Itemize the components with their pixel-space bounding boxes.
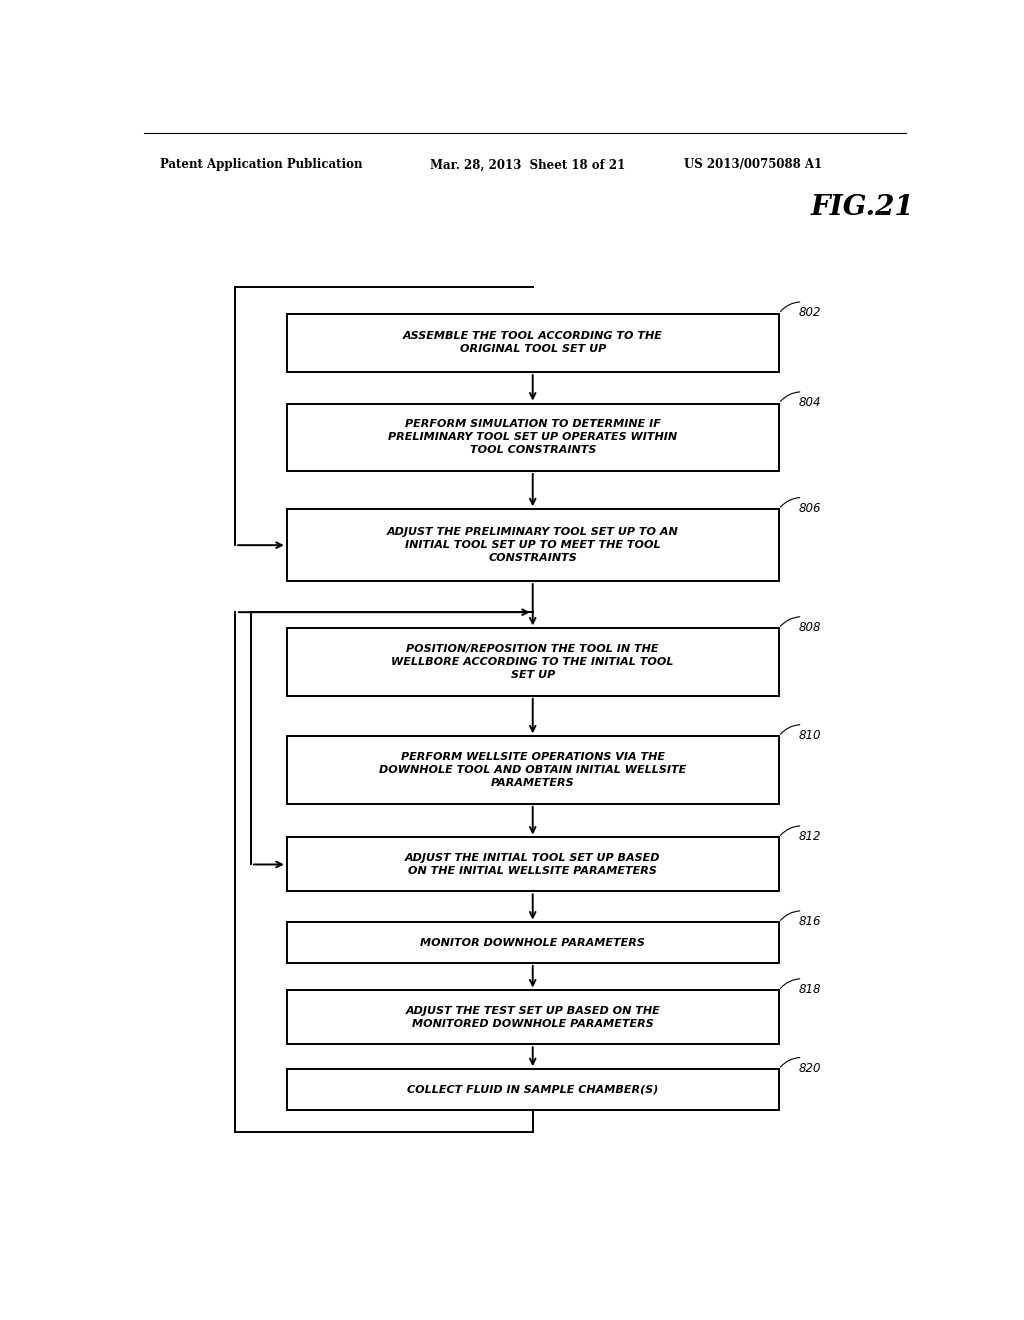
Text: Mar. 28, 2013  Sheet 18 of 21: Mar. 28, 2013 Sheet 18 of 21 (430, 158, 625, 172)
Bar (287, 923, 778, 964)
Text: 812: 812 (799, 830, 821, 843)
Text: MONITOR DOWNHOLE PARAMETERS: MONITOR DOWNHOLE PARAMETERS (420, 937, 645, 948)
Text: 808: 808 (799, 622, 821, 634)
Text: US 2013/0075088 A1: US 2013/0075088 A1 (684, 158, 821, 172)
Text: 818: 818 (799, 983, 821, 997)
Text: 804: 804 (799, 396, 821, 409)
Text: PERFORM SIMULATION TO DETERMINE IF
PRELIMINARY TOOL SET UP OPERATES WITHIN
TOOL : PERFORM SIMULATION TO DETERMINE IF PRELI… (388, 418, 677, 455)
Bar (287, 837, 778, 891)
Text: 816: 816 (799, 915, 821, 928)
Bar (287, 990, 778, 1044)
Text: FIG.21: FIG.21 (811, 194, 914, 220)
Bar (287, 1069, 778, 1110)
Bar (287, 737, 778, 804)
Text: 820: 820 (799, 1061, 821, 1074)
Bar (287, 628, 778, 696)
Text: COLLECT FLUID IN SAMPLE CHAMBER(S): COLLECT FLUID IN SAMPLE CHAMBER(S) (408, 1084, 658, 1094)
Text: Patent Application Publication: Patent Application Publication (160, 158, 362, 172)
Bar (287, 314, 778, 372)
Bar (287, 510, 778, 581)
Text: 802: 802 (799, 306, 821, 319)
Text: ADJUST THE PRELIMINARY TOOL SET UP TO AN
INITIAL TOOL SET UP TO MEET THE TOOL
CO: ADJUST THE PRELIMINARY TOOL SET UP TO AN… (387, 527, 679, 564)
Text: POSITION/REPOSITION THE TOOL IN THE
WELLBORE ACCORDING TO THE INITIAL TOOL
SET U: POSITION/REPOSITION THE TOOL IN THE WELL… (391, 644, 674, 680)
Text: 810: 810 (799, 729, 821, 742)
Text: ADJUST THE TEST SET UP BASED ON THE
MONITORED DOWNHOLE PARAMETERS: ADJUST THE TEST SET UP BASED ON THE MONI… (406, 1006, 660, 1030)
Text: ASSEMBLE THE TOOL ACCORDING TO THE
ORIGINAL TOOL SET UP: ASSEMBLE THE TOOL ACCORDING TO THE ORIGI… (402, 331, 663, 354)
Bar (287, 404, 778, 471)
Text: ADJUST THE INITIAL TOOL SET UP BASED
ON THE INITIAL WELLSITE PARAMETERS: ADJUST THE INITIAL TOOL SET UP BASED ON … (404, 853, 660, 876)
Text: PERFORM WELLSITE OPERATIONS VIA THE
DOWNHOLE TOOL AND OBTAIN INITIAL WELLSITE
PA: PERFORM WELLSITE OPERATIONS VIA THE DOWN… (379, 752, 686, 788)
Text: 806: 806 (799, 502, 821, 515)
